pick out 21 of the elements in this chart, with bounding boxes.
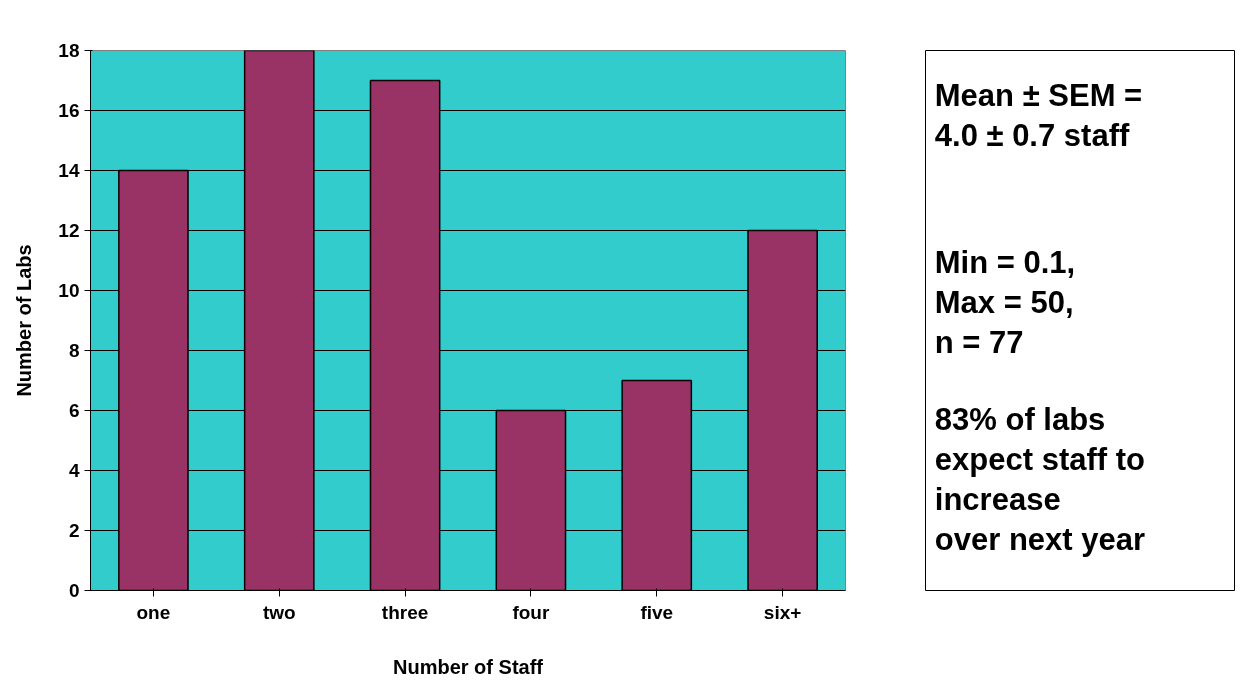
- y-tick-label: 0: [68, 580, 80, 601]
- y-tick-label: 4: [68, 460, 80, 481]
- y-axis-title: Number of Labs: [13, 244, 36, 397]
- x-tick-label: six+: [763, 601, 802, 623]
- text: Mean ± SEM = 4.0 ± 0.7 staff: [934, 77, 1143, 153]
- text: 83% of labs expect staff to increase over next year: [934, 401, 1146, 558]
- x-tick-label: three: [381, 601, 429, 623]
- y-tick-label: 10: [58, 280, 80, 301]
- y-tick-label: 2: [68, 520, 80, 541]
- y-tick-label: 12: [58, 220, 80, 241]
- x-tick-label: one: [136, 601, 171, 623]
- y-tick-label: 18: [58, 40, 80, 61]
- text: Min = 0.1, Max = 50, n = 77: [934, 244, 1076, 361]
- y-tick-label: 6: [68, 400, 80, 421]
- x-tick-label: five: [640, 601, 674, 623]
- y-tick-label: 16: [58, 100, 80, 121]
- y-tick-label: 8: [68, 340, 80, 361]
- y-tick-label: 14: [58, 160, 80, 181]
- x-axis-title: Number of Staff: [393, 655, 544, 678]
- x-tick-label: two: [262, 601, 296, 623]
- x-tick-label: four: [512, 601, 550, 623]
